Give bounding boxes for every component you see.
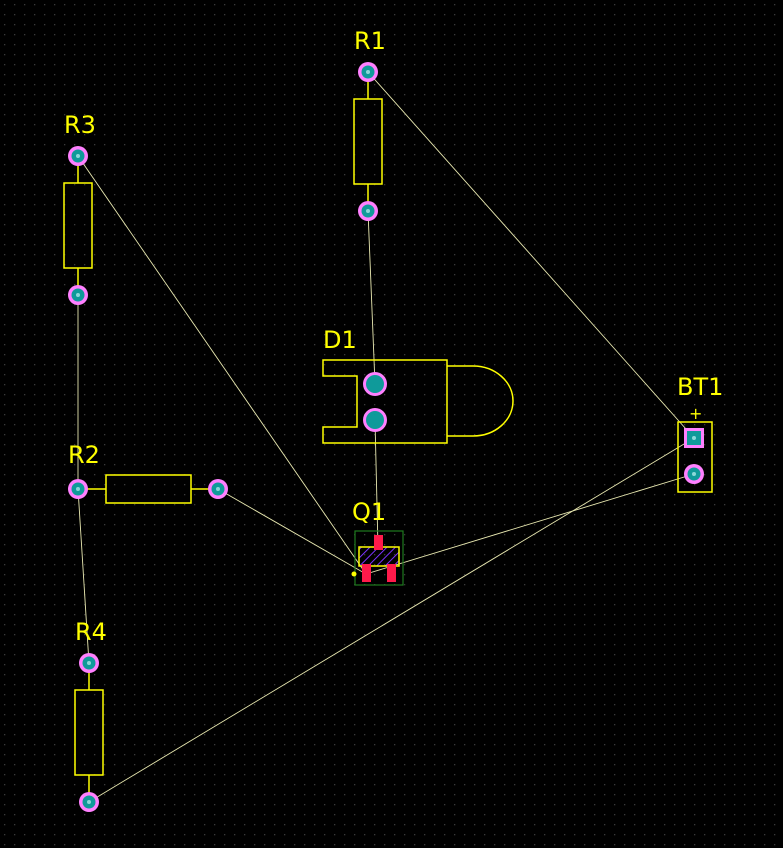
r1-pad-1[interactable]: [358, 62, 378, 82]
q1-ref-label: Q1: [352, 498, 386, 526]
q1-pad-1[interactable]: [362, 564, 371, 582]
bt1-pad-1[interactable]: [684, 428, 704, 448]
q1-pad-2[interactable]: [387, 564, 396, 582]
d1-ref-label: D1: [323, 326, 357, 354]
ratsnest-r3-q1: [77, 155, 367, 575]
component-d1[interactable]: D1: [322, 326, 514, 444]
r2-pad-1[interactable]: [68, 479, 88, 499]
r4-pad-1[interactable]: [79, 653, 99, 673]
d1-dome: [447, 365, 514, 437]
q1-pad-3[interactable]: [374, 535, 383, 550]
ratsnest-q1-bt1: [365, 473, 695, 575]
component-r4[interactable]: R4: [74, 618, 107, 812]
ratsnest-r4-bt1: [88, 437, 695, 803]
ratsnest-r2-q1: [217, 488, 367, 575]
ratsnest-r1-d1: [367, 210, 376, 385]
r3-ref-label: R3: [64, 111, 96, 139]
component-r1[interactable]: R1: [353, 27, 386, 221]
ratsnest-d1-q1: [374, 419, 379, 549]
r2-ref-label: R2: [68, 441, 100, 469]
r2-pad-2[interactable]: [208, 479, 228, 499]
r3-pad-2[interactable]: [68, 285, 88, 305]
component-r3[interactable]: R3: [63, 111, 96, 305]
r4-ref-label: R4: [75, 618, 107, 646]
ratsnest-r1-bt1: [367, 71, 695, 439]
ratsnest-layer: [77, 71, 695, 803]
r3-pad-1[interactable]: [68, 146, 88, 166]
bt1-plus-mark: +: [689, 404, 702, 423]
q1-body-hatch: [359, 547, 399, 566]
ratsnest-r2-r4: [77, 488, 90, 664]
component-bt1[interactable]: BT1 +: [677, 373, 723, 493]
bt1-body: [677, 421, 713, 493]
d1-body-outline: [322, 359, 448, 444]
component-q1[interactable]: Q1: [351, 498, 404, 586]
r1-pad-2[interactable]: [358, 201, 378, 221]
d1-pad-1[interactable]: [363, 372, 387, 396]
q1-courtyard: [354, 530, 404, 586]
d1-pad-2[interactable]: [363, 408, 387, 432]
q1-pin1-marker: [351, 571, 357, 577]
r4-pad-2[interactable]: [79, 792, 99, 812]
bt1-ref-label: BT1: [677, 373, 723, 401]
r1-ref-label: R1: [354, 27, 386, 55]
bt1-pad-2[interactable]: [684, 464, 704, 484]
component-r2[interactable]: R2: [68, 441, 228, 504]
